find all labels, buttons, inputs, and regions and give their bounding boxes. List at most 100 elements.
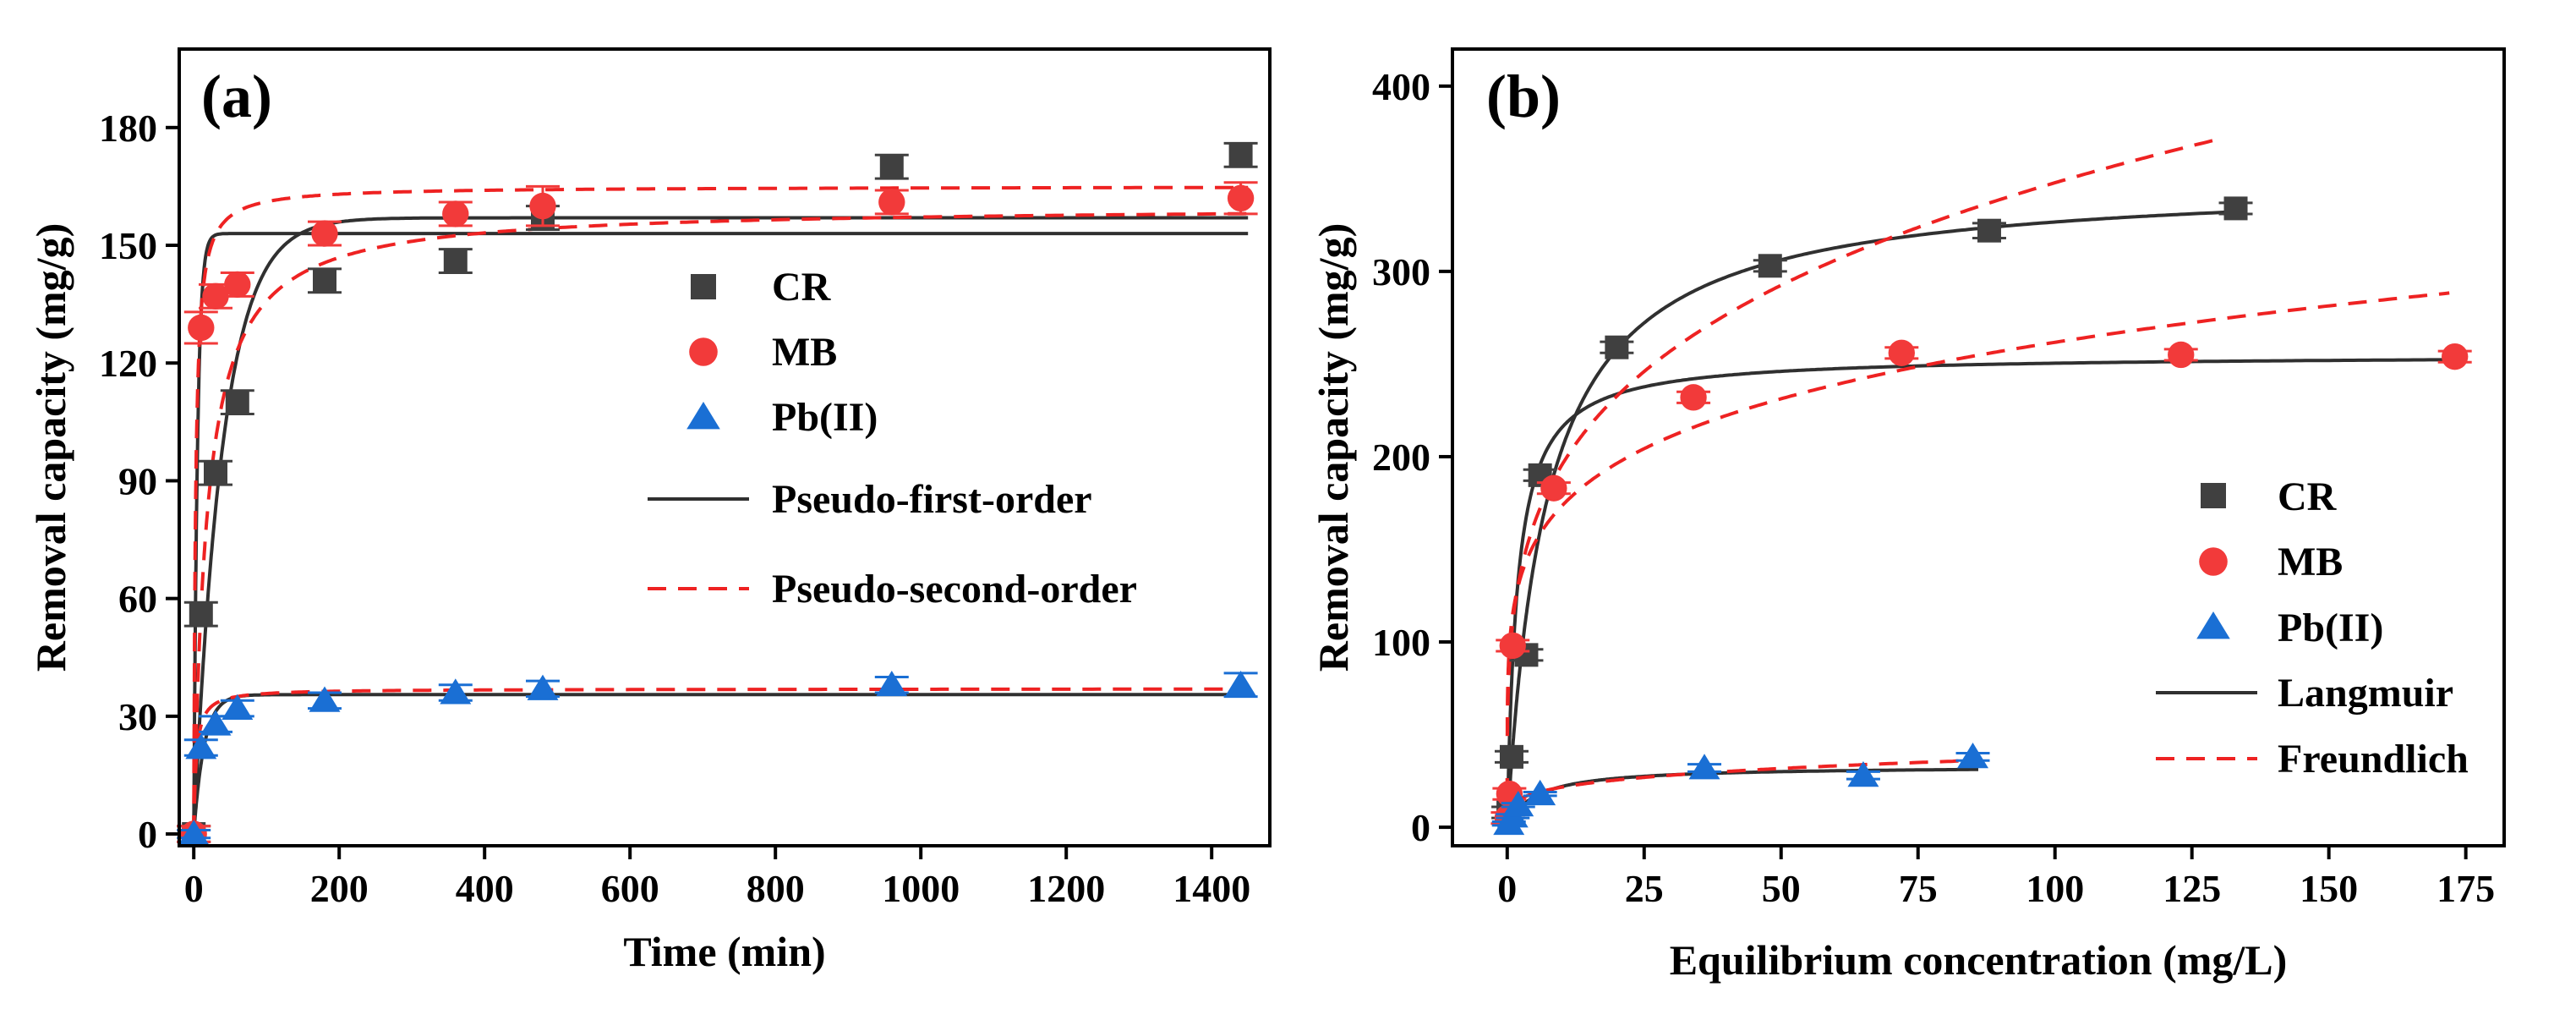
panel-a-cr-fit2-curve bbox=[192, 211, 1249, 835]
panel-a-mb-point bbox=[1227, 184, 1255, 212]
panel-a-cr-point bbox=[225, 390, 249, 414]
panel-a-cr-fit1-curve bbox=[192, 216, 1249, 835]
panel-b-x-tick-label: 25 bbox=[1625, 867, 1664, 910]
panel-b-y-tick-label: 200 bbox=[1372, 436, 1430, 479]
panel-b-legend-fit1-label: Langmuir bbox=[2278, 671, 2453, 716]
panel-b-frame bbox=[1451, 47, 2506, 847]
panel-a-x-tick-label: 0 bbox=[184, 867, 204, 910]
panel-b-x-tick-label: 50 bbox=[1762, 867, 1801, 910]
panel-b-pb-point bbox=[1502, 791, 1534, 817]
panel-b-mb-fit2-curve bbox=[1505, 291, 2450, 828]
panel-a-x-tick-label: 400 bbox=[456, 867, 514, 910]
panel-a-x-tick-label: 1000 bbox=[882, 867, 960, 910]
panel-a-y-tick-label: 120 bbox=[99, 342, 157, 385]
panel-a-legend-pb-label: Pb(II) bbox=[772, 395, 878, 440]
panel-a-x-tick-label: 600 bbox=[601, 867, 659, 910]
panel-a-cr-point bbox=[879, 155, 904, 179]
panel-a-mb-point bbox=[202, 282, 229, 310]
panel-b-x-tick-label: 75 bbox=[1899, 867, 1938, 910]
panel-a-frame bbox=[178, 47, 1272, 847]
panel-a-y-tick-label: 180 bbox=[99, 107, 157, 150]
panel-a-legend: CR MB Pb(II) Pseudo-first-order Pseudo-s… bbox=[648, 265, 1137, 611]
panel-a-pb-point bbox=[178, 820, 210, 846]
panel-a-legend-fit1-label: Pseudo-first-order bbox=[772, 477, 1092, 522]
panel-a-mb-point bbox=[878, 189, 905, 216]
panel-b-plot-area: 0 25 50 75 100 125 150 175 0 100 200 300 400 bbox=[1372, 65, 2495, 910]
panel-a-pb-point bbox=[876, 670, 908, 697]
panel-a-legend-fit2-label: Pseudo-second-order bbox=[772, 567, 1137, 611]
panel-b-x-tick-label: 125 bbox=[2163, 867, 2221, 910]
panel-b-mb-point bbox=[2168, 341, 2195, 369]
panel-a-legend-cr-symbol bbox=[691, 274, 716, 299]
panel-a-y-tick-label: 150 bbox=[99, 224, 157, 267]
panel-b-legend-pb-symbol bbox=[2196, 611, 2230, 639]
panel-a-mb-point bbox=[224, 271, 251, 299]
panel-b-mb-fit1-curve bbox=[1505, 358, 2455, 828]
panel-a-label: (a) bbox=[201, 63, 272, 130]
panel-b-legend-mb-symbol bbox=[2199, 547, 2228, 576]
panel-b-cr-point bbox=[2223, 196, 2248, 221]
panel-b-x-tick-label: 100 bbox=[2026, 867, 2084, 910]
panel-a-pb-point bbox=[1225, 670, 1257, 697]
panel-a-legend-pb-symbol bbox=[686, 402, 720, 430]
panel-b-legend-fit2-label: Freundlich bbox=[2278, 737, 2469, 781]
panel-a-legend-cr-label: CR bbox=[772, 265, 832, 310]
panel-b-pb-point bbox=[1847, 760, 1879, 787]
panel-a-x-tick-label: 1200 bbox=[1027, 867, 1105, 910]
panel-a-pb-fit1-curve bbox=[192, 693, 1249, 835]
panel-a-pb-point bbox=[440, 678, 472, 705]
panel-b-y-tick-label: 0 bbox=[1411, 806, 1430, 849]
panel-b-legend: CR MB Pb(II) Langmuir Freundlich bbox=[2156, 474, 2469, 781]
panel-b: 0 25 50 75 100 125 150 175 0 100 200 300 400 (b) Equ… bbox=[1310, 47, 2506, 984]
panel-a-x-tick-label: 800 bbox=[747, 867, 805, 910]
panel-a-pb-point bbox=[222, 694, 254, 721]
panel-b-legend-cr-symbol bbox=[2201, 483, 2226, 508]
panel-b-cr-fit1-curve bbox=[1505, 210, 2236, 828]
panel-a-mb-point bbox=[529, 192, 556, 220]
panel-b-y-axis-label: Removal capacity (mg/g) bbox=[1310, 223, 1357, 672]
panel-a-plot-area: 0 200 400 600 800 1000 1200 1400 0 30 60 90 120 150 18… bbox=[99, 107, 1258, 910]
panel-b-x-tick-label: 0 bbox=[1497, 867, 1517, 910]
panel-a-pb-point bbox=[527, 674, 559, 700]
panel-a-cr-point bbox=[1228, 143, 1253, 167]
panel-a-x-tick-label: 200 bbox=[310, 867, 369, 910]
panel-b-legend-pb-label: Pb(II) bbox=[2278, 606, 2383, 650]
panel-b-pb-point bbox=[1957, 743, 1989, 769]
panel-b-x-tick-label: 150 bbox=[2300, 867, 2358, 910]
panel-a-mb-point bbox=[188, 314, 215, 342]
panel-a-y-tick-label: 60 bbox=[118, 578, 157, 621]
panel-b-mb-point bbox=[1540, 474, 1567, 502]
panel-b-y-tick-label: 100 bbox=[1372, 621, 1430, 664]
panel-a-legend-mb-symbol bbox=[689, 337, 718, 366]
panel-a-cr-point bbox=[313, 268, 336, 293]
panel-a-y-axis-label: Removal capacity (mg/g) bbox=[27, 223, 74, 672]
panel-a-mb-point bbox=[311, 220, 338, 247]
panel-a-mb-point bbox=[442, 200, 469, 228]
panel-b-legend-mb-label: MB bbox=[2278, 540, 2343, 584]
panel-a-cr-point bbox=[204, 461, 227, 485]
panel-a-y-tick-label: 0 bbox=[138, 813, 157, 856]
panel-a-cr-point bbox=[443, 249, 468, 273]
panel-a-mb-fit1-curve bbox=[192, 232, 1249, 835]
panel-b-cr-point bbox=[1977, 218, 2001, 243]
panel-a-pb-fit2-curve bbox=[192, 687, 1249, 835]
panel-b-pb-point bbox=[1524, 779, 1556, 806]
panel-a-y-tick-label: 90 bbox=[118, 459, 157, 502]
panel-a-legend-mb-label: MB bbox=[772, 330, 837, 375]
panel-b-x-axis-label: Equilibrium concentration (mg/L) bbox=[1670, 936, 2288, 984]
panel-b-mb-point bbox=[2442, 343, 2469, 370]
panel-b-mb-point bbox=[1680, 384, 1707, 411]
panel-b-cr-point bbox=[1605, 335, 1629, 359]
panel-a-x-axis-label: Time (min) bbox=[623, 928, 825, 975]
panel-b-label: (b) bbox=[1486, 63, 1561, 130]
panel-b-cr-point bbox=[1499, 744, 1523, 769]
panel-b-pb-fit2-curve bbox=[1505, 759, 1979, 828]
panel-a-pb-point bbox=[200, 710, 232, 736]
panel-a-x-tick-label: 1400 bbox=[1173, 867, 1250, 910]
panel-b-pb-fit1-curve bbox=[1505, 767, 1978, 829]
panel-a-pb-point bbox=[185, 733, 217, 759]
panel-a-cr-point bbox=[189, 602, 213, 627]
panel-b-y-tick-label: 400 bbox=[1372, 65, 1430, 108]
panel-b-legend-cr-label: CR bbox=[2278, 474, 2338, 519]
